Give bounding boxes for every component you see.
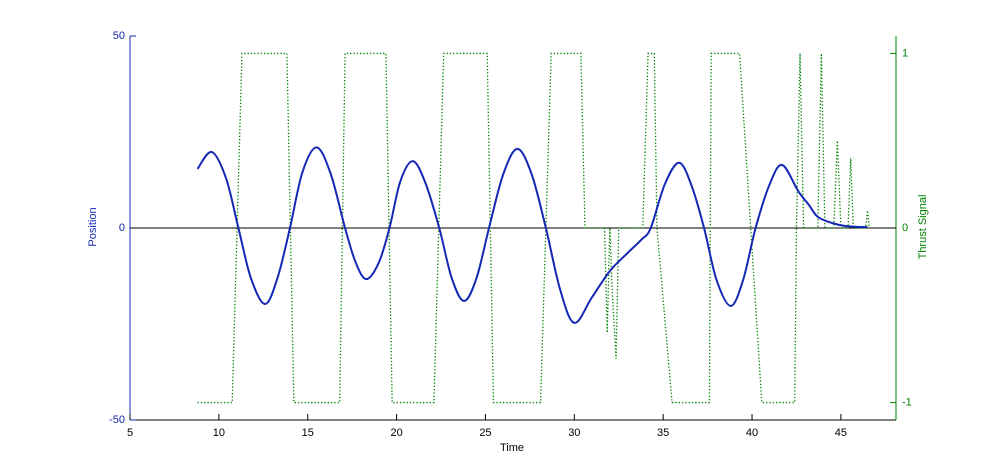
y-tick-label: 50	[113, 30, 125, 42]
y2-tick-label: 0	[902, 222, 908, 234]
x-tick-label: 40	[746, 427, 758, 439]
x-tick-label: 35	[657, 427, 669, 439]
y-axis-label: Position	[87, 207, 99, 246]
y-tick-label: 0	[119, 222, 125, 234]
x-tick-label: 5	[127, 427, 133, 439]
x-tick-label: 45	[835, 427, 847, 439]
y2-axis-label: Thrust Signal	[917, 195, 929, 260]
x-tick-label: 20	[390, 427, 402, 439]
y2-tick-label: 1	[902, 47, 908, 59]
x-axis-label: Time	[500, 442, 524, 454]
y-tick-label: -50	[109, 414, 125, 426]
x-tick-label: 10	[213, 427, 225, 439]
y2-tick-label: -1	[902, 396, 912, 408]
x-tick-label: 15	[302, 427, 314, 439]
series-line	[197, 52, 870, 404]
series-line	[196, 146, 868, 324]
x-tick-label: 25	[479, 427, 491, 439]
x-tick-label: 30	[568, 427, 580, 439]
